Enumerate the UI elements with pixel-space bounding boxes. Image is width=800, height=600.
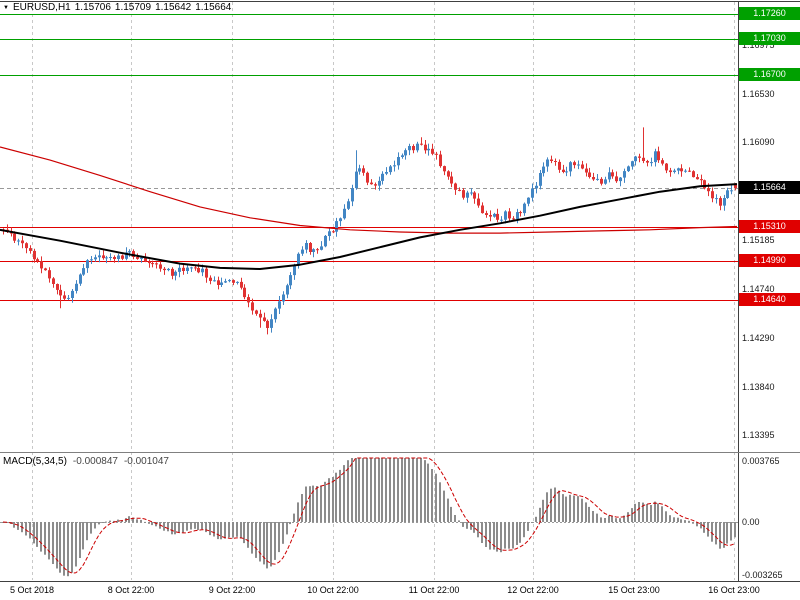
macd-indicator-header: MACD(5,34,5) -0.000847 -0.001047 xyxy=(3,456,169,467)
price-axis-label: 1.13840 xyxy=(742,382,775,392)
time-axis-label: 12 Oct 22:00 xyxy=(507,585,559,595)
resistance-level-2-badge[interactable]: 1.17030 xyxy=(739,32,800,45)
price-axis-label: 1.13395 xyxy=(742,430,775,440)
chart-frame xyxy=(0,1,800,582)
ohlc-open: 1.15706 xyxy=(74,2,111,13)
moving-averages xyxy=(0,146,738,270)
time-axis-label: 9 Oct 22:00 xyxy=(208,585,256,595)
price-axis-label: 1.14740 xyxy=(742,284,775,294)
ohlc-high: 1.15709 xyxy=(114,2,152,13)
red-moving-average-line xyxy=(0,146,738,234)
time-axis-label: 10 Oct 22:00 xyxy=(307,585,359,595)
price-axis-label: 1.15185 xyxy=(742,235,775,245)
macd-signal-value: -0.001047 xyxy=(123,456,169,467)
ohlc-low: 1.15642 xyxy=(155,2,192,13)
support-level-2-badge[interactable]: 1.14990 xyxy=(739,254,800,267)
time-axis-label: 8 Oct 22:00 xyxy=(107,585,155,595)
macd-signal-line xyxy=(2,457,736,574)
time-axis-label: 11 Oct 22:00 xyxy=(408,585,460,595)
support-level-3-badge[interactable]: 1.14640 xyxy=(739,293,800,306)
chart-symbol-icon: ▼ xyxy=(3,4,9,11)
support-level-1-badge[interactable]: 1.15310 xyxy=(739,220,800,233)
macd-axis-label: 0.003765 xyxy=(742,456,780,466)
current-price-badge[interactable]: 1.15664 xyxy=(739,181,800,194)
price-axis-label: 1.16530 xyxy=(742,89,775,99)
price-axis-label: 1.14290 xyxy=(742,333,775,343)
chart-symbol-period: EURUSD,H1 xyxy=(12,2,71,13)
macd-main-value: -0.000847 xyxy=(72,456,118,467)
chart-header: ▼ EURUSD,H1 1.15706 1.15709 1.15642 1.15… xyxy=(3,1,231,14)
macd-axis-label: -0.003265 xyxy=(742,570,783,580)
black-moving-average-line xyxy=(0,183,738,270)
level-lines[interactable] xyxy=(0,14,738,301)
price-axis-label: 1.16090 xyxy=(742,137,775,147)
time-axis-label: 5 Oct 2018 xyxy=(9,585,55,595)
resistance-level-1-badge[interactable]: 1.17260 xyxy=(739,7,800,20)
macd-axis-label: 0.00 xyxy=(742,517,760,527)
macd-panel xyxy=(0,457,738,577)
macd-indicator-name: MACD(5,34,5) xyxy=(3,456,67,467)
ohlc-close: 1.15664 xyxy=(195,2,232,13)
time-axis-label: 16 Oct 23:00 xyxy=(708,585,760,595)
price-axis-label: 1.16975 xyxy=(742,40,775,50)
time-axis-label: 15 Oct 23:00 xyxy=(608,585,660,595)
time-gridlines xyxy=(32,2,735,580)
candlesticks xyxy=(2,127,737,335)
resistance-level-3-badge[interactable]: 1.16700 xyxy=(739,68,800,81)
